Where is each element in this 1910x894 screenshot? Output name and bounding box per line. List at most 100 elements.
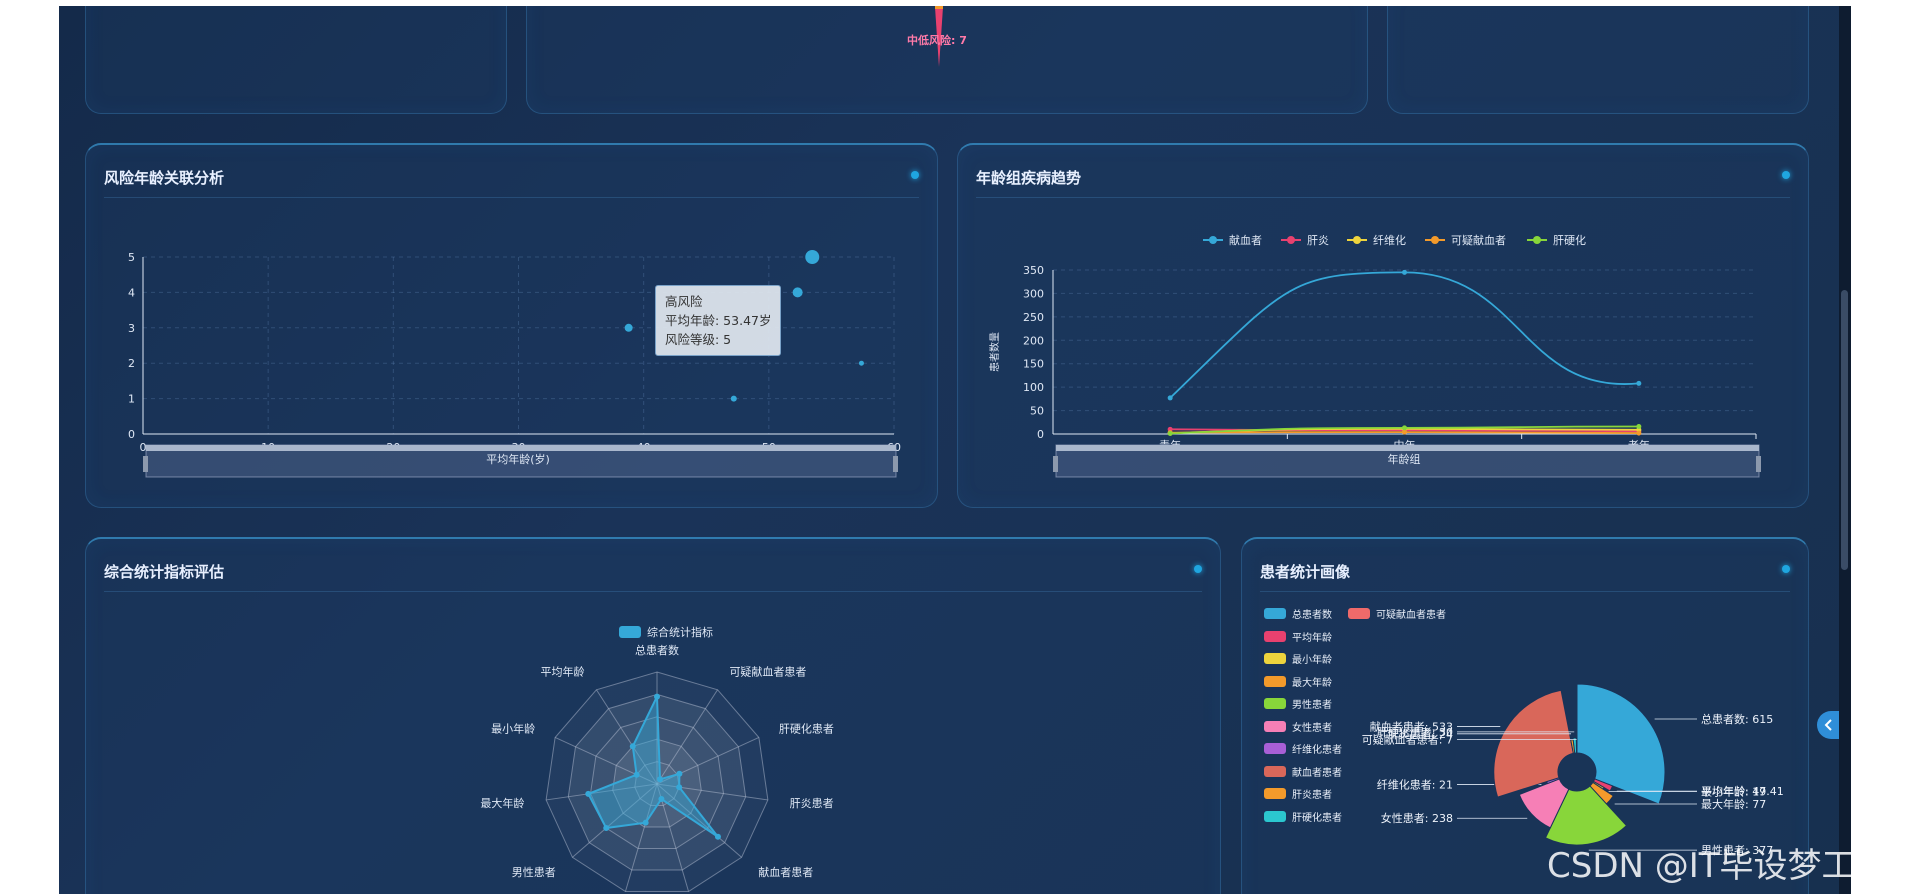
panel-title: 年龄组疾病趋势: [976, 169, 1082, 187]
legend-item[interactable]: 纤维化患者: [1264, 741, 1342, 756]
pie-label: 女性患者: 238: [1381, 811, 1453, 825]
scatter-point: [858, 360, 864, 366]
legend-item[interactable]: 可疑献血者患者: [1348, 606, 1446, 621]
series-point: [1636, 430, 1642, 436]
legend-swatch: [1264, 810, 1286, 822]
legend-label: 肝炎患者: [1292, 790, 1332, 801]
legend-item[interactable]: 肝炎患者: [1264, 786, 1332, 801]
series-point: [1402, 429, 1407, 435]
scrollbar-thumb[interactable]: [1841, 290, 1848, 570]
radar-area: [586, 696, 719, 838]
radar-axis: [596, 689, 658, 785]
legend-label: 最小年龄: [1292, 655, 1332, 666]
tooltip-age: 平均年龄: 53.47岁: [665, 313, 772, 328]
legend-label: 男性患者: [1292, 700, 1332, 711]
title-divider: [104, 591, 1202, 592]
legend-label: 可疑献血者: [1451, 233, 1506, 247]
watermark: CSDN @IT毕设梦工厂: [1547, 846, 1890, 886]
pie-label: 最大年龄: 77: [1701, 797, 1766, 811]
legend-item[interactable]: 男性患者: [1264, 696, 1332, 711]
series-point: [1167, 395, 1173, 401]
legend-marker: [1287, 236, 1295, 244]
legend-label: 平均年龄: [1292, 632, 1332, 644]
portrait-panel: 患者统计画像 总患者数 可疑献血者患者平均年龄最小年龄最大年龄男性患者女性患者纤维…: [1241, 537, 1809, 894]
series-point: [1167, 431, 1173, 437]
age-trend-chart: 献血者肝炎纤维化可疑献血者肝硬化050100150200250300350青年中…: [988, 233, 1761, 478]
legend-item[interactable]: 平均年龄: [1264, 629, 1332, 644]
x-tick-label: 0: [140, 441, 147, 454]
scatter-point: [624, 323, 633, 332]
title-divider: [1260, 591, 1790, 592]
status-dot: [1782, 565, 1790, 573]
pie-slice: [1572, 737, 1578, 754]
radar-panel: 综合统计指标评估 综合统计指标 总患者数 可疑献血者患者 肝硬化患者 肝炎患者 献血者患者…: [85, 537, 1221, 894]
series-point: [1402, 269, 1407, 275]
radar-point: [633, 771, 640, 778]
legend-swatch: [1264, 608, 1286, 619]
radar-point: [676, 770, 683, 777]
radar-indicator-label: 男性患者: [512, 865, 556, 879]
legend-item[interactable]: 献血者患者: [1264, 764, 1342, 779]
radar-indicator-label: 肝硬化患者: [779, 721, 834, 735]
radar-axis: [572, 783, 658, 858]
y-axis-label: 患者数量: [988, 332, 1001, 372]
legend-swatch: [1348, 608, 1370, 619]
radar-chart: 综合统计指标总患者数可疑献血者患者肝硬化患者肝炎患者献血者患者纤维化患者女性患者…: [480, 625, 834, 892]
legend-item[interactable]: 总患者数: [1264, 606, 1332, 621]
radar-indicator-label: 最小年龄: [491, 721, 535, 735]
pie-slice: [1592, 778, 1614, 792]
radar-axis: [624, 783, 658, 892]
y-tick-label: 0: [128, 428, 135, 441]
legend-label: 肝硬化患者: [1292, 812, 1342, 824]
legend-marker: [1353, 236, 1361, 244]
pie-label: 纤维化患者: 21: [1377, 778, 1453, 792]
legend-label: 肝炎: [1307, 234, 1329, 247]
radar-indicator-label: 平均年龄: [541, 664, 585, 678]
y-tick-label: 0: [1037, 428, 1044, 441]
legend-item[interactable]: 最大年龄: [1264, 674, 1332, 689]
legend-label: 纤维化: [1373, 233, 1406, 247]
scatter-tooltip: 高风险 平均年龄: 53.47岁 风险等级: 5: [655, 285, 782, 356]
radar-point: [642, 819, 649, 826]
legend-label: 最大年龄: [1292, 677, 1332, 689]
legend-label: 献血者患者: [1292, 767, 1342, 779]
y-tick-label: 150: [1023, 358, 1044, 371]
pie-label: 总患者数: 615: [1701, 712, 1773, 726]
collapse-handle[interactable]: [1817, 711, 1839, 739]
y-tick-label: 3: [128, 322, 135, 335]
radar-axis: [546, 783, 658, 801]
tooltip-level: 风险等级: 5: [665, 332, 732, 347]
radar-point: [658, 796, 665, 803]
pie-label: 最小年龄: 19: [1701, 784, 1766, 798]
status-dot: [911, 171, 919, 179]
legend-label: 总患者数: [1292, 610, 1332, 621]
legend-item[interactable]: 女性患者: [1264, 719, 1332, 734]
panel-title: 综合统计指标评估: [104, 563, 225, 581]
scatter-point: [792, 287, 803, 298]
legend-item[interactable]: 肝硬化患者: [1264, 809, 1342, 824]
panel-title: 患者统计画像: [1260, 563, 1351, 581]
y-tick-label: 350: [1023, 264, 1044, 277]
legend-item[interactable]: 最小年龄: [1264, 651, 1332, 666]
pie-slice: [1544, 785, 1628, 846]
pie-slice: [1518, 778, 1570, 829]
y-tick-label: 1: [128, 393, 135, 406]
radar-axis: [656, 783, 742, 858]
zoom-handle-left: [1053, 456, 1058, 472]
radar-indicator-label: 最大年龄: [480, 796, 524, 810]
radar-axis: [656, 689, 718, 785]
zoom-slider-bar: [146, 445, 896, 451]
legend-label: 肝硬化: [1553, 233, 1586, 247]
tooltip-title: 高风险: [665, 294, 703, 309]
legend-swatch: [1264, 765, 1286, 777]
x-axis-label: 平均年龄(岁): [486, 452, 550, 466]
legend-swatch: [1264, 788, 1286, 799]
pie-label: 献血者患者: 533: [1370, 719, 1453, 733]
legend-label: 纤维化患者: [1292, 745, 1342, 756]
radar-indicator-label: 可疑献血者患者: [729, 664, 806, 678]
status-dot: [1782, 171, 1790, 179]
legend-swatch: [1264, 653, 1286, 664]
legend-swatch: [1264, 630, 1286, 642]
legend-marker: [1209, 236, 1217, 244]
